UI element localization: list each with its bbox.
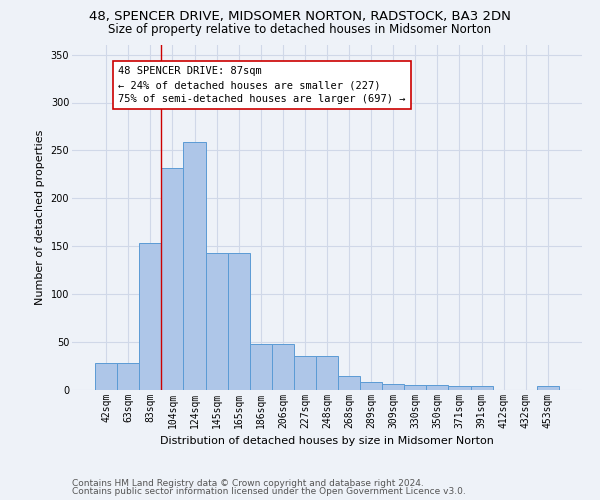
Bar [117, 363, 139, 390]
Bar [360, 382, 382, 390]
Bar [294, 356, 316, 390]
Bar [470, 386, 493, 390]
Bar [382, 384, 404, 390]
Bar [404, 385, 427, 390]
Bar [250, 344, 272, 390]
Bar [139, 244, 161, 390]
Bar [184, 142, 206, 390]
Y-axis label: Number of detached properties: Number of detached properties [35, 130, 45, 305]
Bar [427, 385, 448, 390]
Bar [161, 168, 184, 390]
Bar [272, 344, 294, 390]
X-axis label: Distribution of detached houses by size in Midsomer Norton: Distribution of detached houses by size … [160, 436, 494, 446]
Bar [316, 356, 338, 390]
Text: 48 SPENCER DRIVE: 87sqm
← 24% of detached houses are smaller (227)
75% of semi-d: 48 SPENCER DRIVE: 87sqm ← 24% of detache… [118, 66, 406, 104]
Bar [95, 363, 117, 390]
Text: Size of property relative to detached houses in Midsomer Norton: Size of property relative to detached ho… [109, 22, 491, 36]
Bar [338, 376, 360, 390]
Bar [206, 253, 227, 390]
Bar [448, 386, 470, 390]
Bar [227, 253, 250, 390]
Text: Contains HM Land Registry data © Crown copyright and database right 2024.: Contains HM Land Registry data © Crown c… [72, 478, 424, 488]
Text: 48, SPENCER DRIVE, MIDSOMER NORTON, RADSTOCK, BA3 2DN: 48, SPENCER DRIVE, MIDSOMER NORTON, RADS… [89, 10, 511, 23]
Bar [537, 386, 559, 390]
Text: Contains public sector information licensed under the Open Government Licence v3: Contains public sector information licen… [72, 487, 466, 496]
